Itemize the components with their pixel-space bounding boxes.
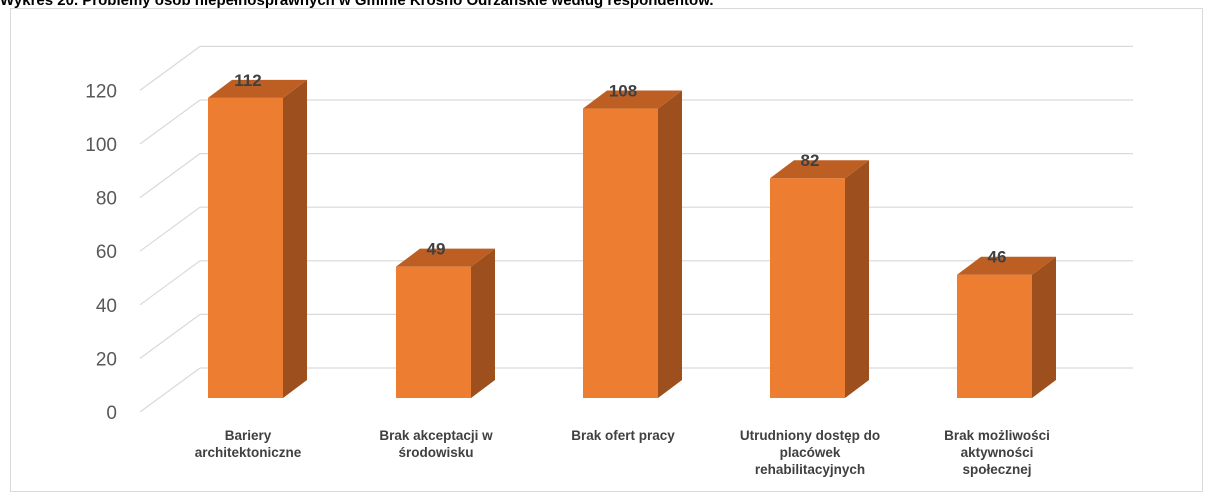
gridline-depth xyxy=(139,153,201,199)
data-label: 49 xyxy=(427,240,446,259)
data-label: 82 xyxy=(801,151,820,170)
bar-top xyxy=(396,248,495,267)
category-label: Brak możliwości aktywności społecznej xyxy=(944,428,1050,477)
y-tick-label: 0 xyxy=(106,403,117,424)
chart-title: Wykres 20. Problemy osób niepełnosprawny… xyxy=(0,0,714,9)
bar xyxy=(770,160,869,398)
bar xyxy=(396,248,495,398)
category-label: Utrudniony dostęp do placówek rehabilitacy… xyxy=(740,428,880,477)
bar-side xyxy=(471,248,495,398)
data-labels: 112 49 108 82 46 xyxy=(234,71,1006,267)
bar-front xyxy=(208,97,283,398)
bar-top xyxy=(208,79,307,98)
bar-side xyxy=(658,90,682,398)
bar-top xyxy=(957,256,1056,275)
bars xyxy=(208,79,1056,398)
y-tick-label: 100 xyxy=(85,135,117,156)
bar-side xyxy=(1032,256,1056,398)
bar-top xyxy=(583,90,682,109)
gridline-depth xyxy=(139,313,201,359)
bar-side xyxy=(845,160,869,398)
category-label: Bariery architektoniczne xyxy=(195,428,302,460)
data-label: 108 xyxy=(609,82,637,101)
gridline-depth xyxy=(139,260,201,306)
y-tick-label: 120 xyxy=(85,81,117,102)
y-tick-label: 60 xyxy=(96,242,117,263)
bar-front xyxy=(957,274,1032,398)
chart-frame xyxy=(10,8,1203,492)
bar-side xyxy=(283,79,307,398)
category-labels: Bariery architektoniczne Brak akceptacji w… xyxy=(195,428,1050,477)
bar-top xyxy=(770,160,869,179)
category-label: Brak akceptacji w środowisku xyxy=(379,428,493,460)
y-tick-label: 20 xyxy=(96,349,117,370)
bar-front xyxy=(770,178,845,398)
bar xyxy=(208,79,307,398)
bar-front xyxy=(396,266,471,398)
y-tick-label: 80 xyxy=(96,189,117,210)
gridline-depth xyxy=(139,99,201,145)
bar xyxy=(583,90,682,398)
gridline-depth xyxy=(139,45,201,91)
data-label: 46 xyxy=(988,248,1007,267)
y-tick-label: 40 xyxy=(96,296,117,317)
gridline-depth xyxy=(139,367,201,413)
bar xyxy=(957,256,1056,398)
data-label: 112 xyxy=(234,71,261,90)
category-label: Brak ofert pracy xyxy=(571,428,675,443)
y-axis-tick-labels: 0 20 40 60 80 100 120 xyxy=(85,81,117,424)
bar-front xyxy=(583,108,658,398)
gridline-depth xyxy=(139,206,201,252)
